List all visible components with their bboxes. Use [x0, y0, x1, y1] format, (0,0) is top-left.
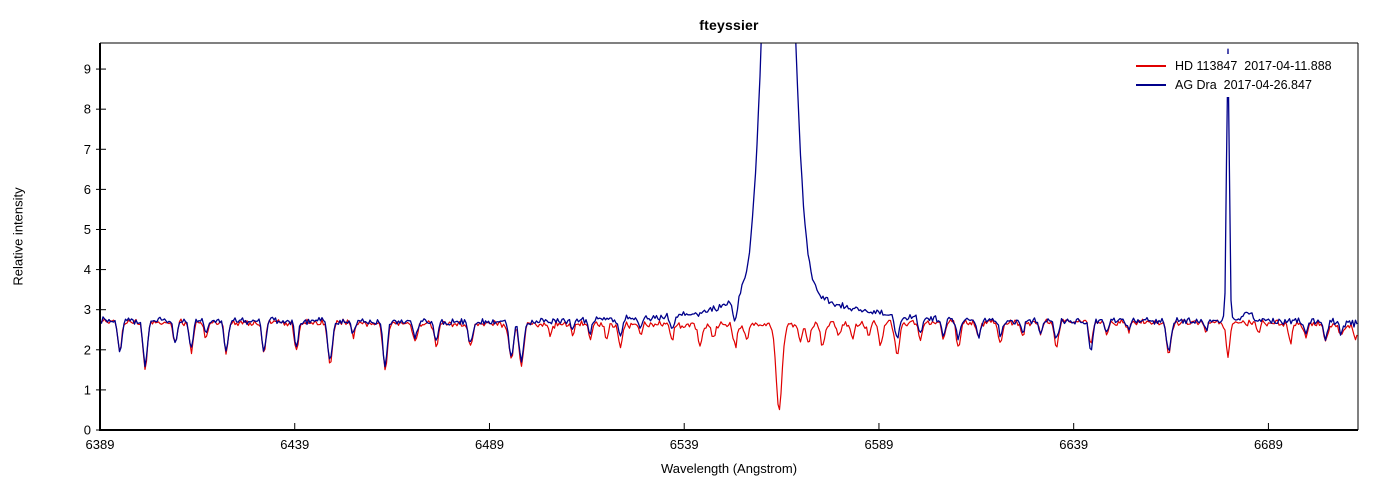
y-tick-label: 2 — [84, 342, 91, 357]
y-tick-label: 6 — [84, 182, 91, 197]
x-tick-label: 6439 — [280, 437, 309, 452]
y-tick-label: 3 — [84, 302, 91, 317]
series-line-0 — [100, 318, 1358, 411]
y-tick-label: 9 — [84, 62, 91, 77]
series-group — [100, 43, 1358, 411]
axes: 0 1 2 3 4 5 6 7 8 9 6389 6439 6489 6539 6589 6639 6689 — [84, 42, 1359, 452]
legend: HD 113847 2017-04-11.888 AG Dra 2017-04-… — [1130, 54, 1340, 97]
legend-row-hd113847: HD 113847 2017-04-11.888 — [1136, 56, 1332, 75]
x-tick-label: 6389 — [86, 437, 115, 452]
x-axis-label: Wavelength (Angstrom) — [660, 461, 798, 476]
chart-title: fteyssier — [699, 17, 759, 33]
legend-label: HD 113847 2017-04-11.888 — [1175, 58, 1332, 73]
y-tick-label: 0 — [84, 423, 91, 438]
x-tick-label: 6539 — [670, 437, 699, 452]
y-tick-label: 5 — [84, 222, 91, 237]
y-tick-label: 1 — [84, 382, 91, 397]
y-tick-label: 4 — [84, 262, 91, 277]
legend-line-sample-blue — [1136, 83, 1166, 86]
x-tick-label: 6489 — [475, 437, 504, 452]
x-tick-label: 6589 — [864, 437, 893, 452]
y-tick-label: 7 — [84, 142, 91, 157]
series-line-1 — [100, 43, 1358, 368]
y-tick-label: 8 — [84, 102, 91, 117]
legend-line-sample-red — [1136, 64, 1166, 67]
x-tick-label: 6639 — [1059, 437, 1088, 452]
legend-row-agdra: AG Dra 2017-04-26.847 — [1136, 75, 1332, 94]
legend-label: AG Dra 2017-04-26.847 — [1175, 77, 1312, 92]
x-tick-label: 6689 — [1254, 437, 1283, 452]
